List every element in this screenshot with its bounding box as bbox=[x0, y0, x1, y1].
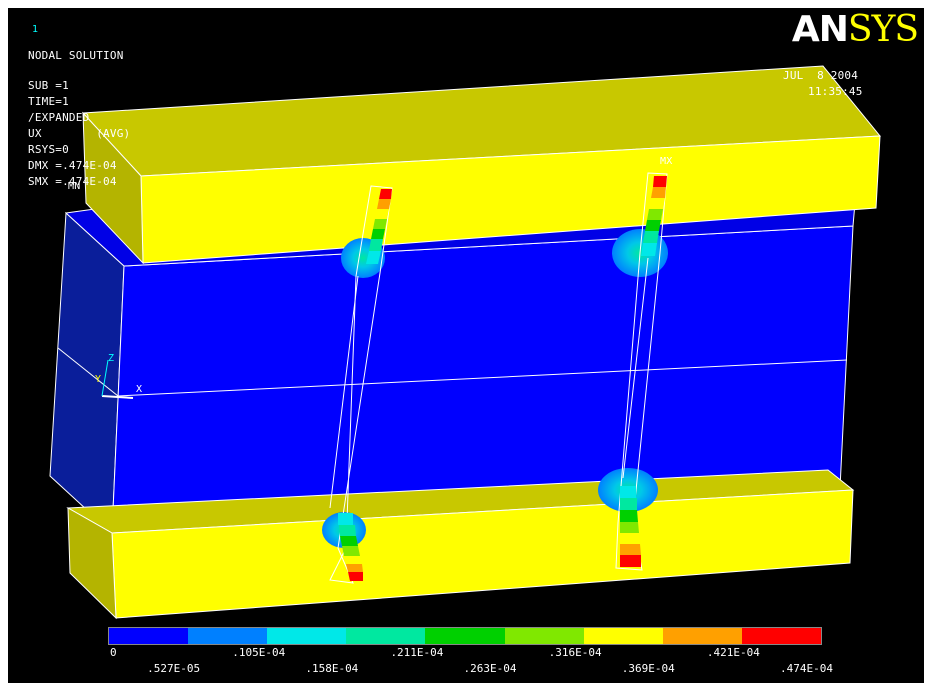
legend-swatch bbox=[188, 628, 268, 644]
dowel-segment bbox=[375, 209, 389, 219]
legend-swatch bbox=[425, 628, 505, 644]
window-number: 1 bbox=[32, 24, 39, 35]
block-side-face bbox=[49, 211, 125, 535]
legend-label: .527E-05 bbox=[147, 662, 201, 675]
legend-label: .211E-04 bbox=[390, 646, 444, 659]
dowel-segment bbox=[377, 199, 391, 209]
dowel-segment bbox=[344, 556, 362, 564]
info-line-expanded: /EXPANDED bbox=[28, 111, 90, 124]
dowel-segment bbox=[348, 572, 363, 581]
dowel-segment bbox=[620, 486, 636, 498]
legend-swatch bbox=[109, 628, 189, 644]
triad-y-label: Y bbox=[95, 374, 102, 385]
legend-swatch bbox=[741, 628, 821, 644]
dowel-segment bbox=[620, 555, 641, 567]
graphics-viewport[interactable]: 1 NODAL SOLUTION SUB =1 TIME=1 /EXPANDED… bbox=[8, 8, 924, 683]
dowel-segment bbox=[620, 498, 637, 510]
legend-swatch bbox=[662, 628, 742, 644]
legend-swatch bbox=[583, 628, 663, 644]
dowel-segment bbox=[651, 187, 666, 198]
info-line-smx: SMX =.474E-04 bbox=[28, 175, 117, 188]
triad-x-axis bbox=[101, 395, 134, 399]
legend-label: .421E-04 bbox=[706, 646, 760, 659]
dowel-segment bbox=[653, 176, 667, 187]
dowel-segment bbox=[620, 510, 638, 522]
dowel-segment bbox=[645, 220, 661, 231]
bottom-beam-side bbox=[67, 507, 117, 620]
plot-time: 11:35:45 bbox=[808, 85, 863, 98]
mid-line bbox=[57, 347, 119, 397]
dowel-segment bbox=[643, 231, 659, 243]
model-view[interactable] bbox=[8, 8, 924, 683]
dowel-segment bbox=[342, 546, 360, 556]
dowel-segment bbox=[339, 525, 356, 536]
min-marker: MN bbox=[68, 181, 81, 192]
legend-label: .474E-04 bbox=[780, 662, 833, 675]
legend-label: .263E-04 bbox=[463, 662, 517, 675]
triad-z-axis bbox=[101, 359, 109, 397]
contour-legend-bar bbox=[108, 627, 822, 645]
legend-label: .316E-04 bbox=[548, 646, 602, 659]
dowel-segment bbox=[620, 533, 640, 544]
dowel-segment bbox=[641, 243, 657, 256]
plot-date: JUL 8 2004 bbox=[783, 69, 859, 82]
legend-swatch bbox=[346, 628, 426, 644]
dowel-segment bbox=[620, 544, 641, 555]
legend-label: 0 bbox=[110, 646, 117, 659]
ansys-logo: ANSYS bbox=[791, 9, 919, 50]
dowel-segment bbox=[620, 522, 639, 533]
dowel-segment bbox=[366, 251, 381, 264]
info-line-dmx: DMX =.474E-04 bbox=[28, 159, 117, 172]
info-line-ux: UX (AVG) bbox=[28, 127, 131, 140]
max-marker: MX bbox=[660, 156, 673, 167]
plot-title: NODAL SOLUTION bbox=[28, 49, 124, 62]
top-beam-side bbox=[82, 111, 144, 265]
dowel-segment bbox=[371, 229, 385, 239]
triad-z-label: Z bbox=[108, 353, 115, 364]
info-line-time: TIME=1 bbox=[28, 95, 69, 108]
dowel-right-inner bbox=[622, 257, 649, 479]
legend-label: .369E-04 bbox=[621, 662, 675, 675]
info-line-sub: SUB =1 bbox=[28, 79, 69, 92]
dowel-segment bbox=[346, 564, 363, 572]
dowel-segment bbox=[379, 189, 392, 199]
legend-swatch bbox=[504, 628, 584, 644]
dowel-left-outline bbox=[329, 185, 393, 584]
legend-label: .105E-04 bbox=[232, 646, 286, 659]
triad-x-label: X bbox=[136, 384, 143, 395]
dowel-left-inner bbox=[329, 275, 359, 509]
dowel-segment bbox=[373, 219, 387, 229]
dowel-segment bbox=[647, 209, 663, 220]
dowel-segment bbox=[649, 198, 665, 209]
dowel-segment bbox=[338, 513, 353, 525]
mid-line-front bbox=[117, 359, 848, 397]
info-line-rsys: RSYS=0 bbox=[28, 143, 69, 156]
dowel-right-outline bbox=[615, 172, 668, 571]
legend-label: .158E-04 bbox=[305, 662, 359, 675]
dowel-segment bbox=[369, 239, 383, 251]
dowel-segment bbox=[340, 536, 358, 546]
legend-swatch bbox=[267, 628, 347, 644]
